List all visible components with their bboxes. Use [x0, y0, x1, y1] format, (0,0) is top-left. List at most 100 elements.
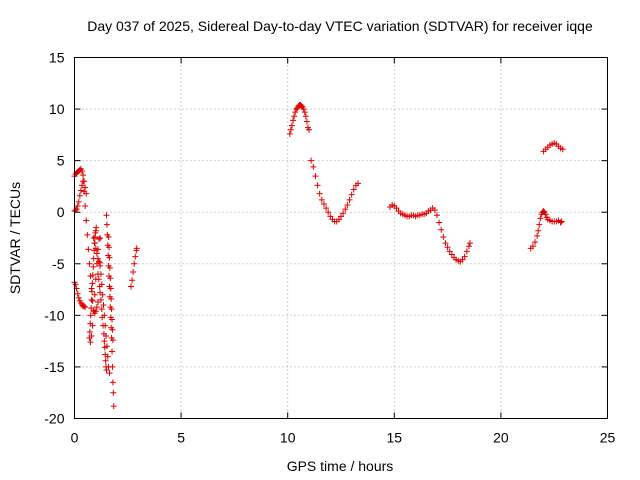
data-point-plus — [103, 367, 110, 374]
y-tick-label: 15 — [49, 50, 65, 66]
series-seg-early-3 — [71, 178, 101, 317]
x-tick-label: 15 — [387, 430, 403, 446]
data-point-plus — [465, 243, 472, 250]
data-point-plus — [106, 370, 113, 377]
data-point-plus — [93, 224, 100, 231]
data-point-plus — [130, 269, 137, 276]
data-point-plus — [88, 288, 95, 295]
data-point-plus — [438, 226, 445, 233]
data-point-plus — [459, 256, 466, 263]
y-tick-label: -15 — [44, 359, 64, 375]
data-point-plus — [466, 240, 473, 247]
data-point-plus — [106, 264, 113, 271]
data-point-plus — [85, 246, 92, 253]
data-point-plus — [90, 308, 97, 315]
data-point-plus — [107, 275, 114, 282]
data-point-plus — [393, 205, 400, 212]
data-point-plus — [540, 208, 547, 215]
data-point-plus — [292, 109, 299, 116]
data-point-plus — [335, 216, 342, 223]
x-tick-label: 0 — [71, 430, 79, 446]
data-point-plus — [308, 157, 315, 164]
data-point-plus — [108, 295, 115, 302]
data-point-plus — [109, 363, 116, 370]
data-point-plus — [306, 126, 313, 133]
data-point-plus — [87, 312, 94, 319]
data-point-plus — [286, 130, 293, 137]
data-point-plus — [314, 182, 321, 189]
data-point-plus — [109, 348, 116, 355]
data-point-plus — [301, 109, 308, 116]
y-tick-label: 0 — [57, 204, 65, 220]
data-point-plus — [355, 180, 362, 187]
data-point-plus — [93, 304, 100, 311]
data-point-plus — [444, 244, 451, 251]
data-point-plus — [298, 102, 305, 109]
data-point-plus — [342, 206, 349, 213]
data-point-plus — [300, 106, 307, 113]
data-point-plus — [75, 294, 82, 301]
data-point-plus — [89, 280, 96, 287]
data-point-plus — [103, 221, 110, 228]
series-seg-early-5 — [87, 235, 104, 346]
data-point-plus — [436, 219, 443, 226]
data-point-plus — [534, 232, 541, 239]
data-point-plus — [72, 281, 79, 288]
data-point-plus — [80, 178, 87, 185]
data-point-plus — [81, 188, 88, 195]
data-point-plus — [310, 163, 317, 170]
grid — [74, 57, 608, 419]
data-point-plus — [106, 254, 113, 261]
data-point-plus — [76, 192, 83, 199]
data-point-plus — [110, 403, 117, 410]
data-point-plus — [133, 245, 140, 252]
data-point-plus — [96, 236, 103, 243]
chart-title: Day 037 of 2025, Sidereal Day-to-day VTE… — [87, 18, 593, 34]
data-point-plus — [109, 316, 116, 323]
data-point-plus — [97, 271, 104, 278]
data-point-plus — [288, 122, 295, 129]
data-point-plus — [132, 253, 139, 260]
y-tick-label: -20 — [44, 411, 64, 427]
data-point-plus — [327, 213, 334, 220]
data-point-plus — [104, 353, 111, 360]
series-seg-early-10 — [105, 233, 116, 344]
data-point-plus — [102, 322, 109, 329]
data-point-plus — [75, 198, 82, 205]
data-point-plus — [536, 221, 543, 228]
data-point-plus — [431, 207, 438, 214]
y-tick-label: -10 — [44, 307, 64, 323]
data-point-plus — [82, 304, 89, 311]
data-point-plus — [99, 291, 106, 298]
series-seg-21h — [527, 208, 565, 252]
data-point-plus — [290, 117, 297, 124]
data-point-plus — [77, 187, 84, 194]
data-point-plus — [82, 203, 89, 210]
data-point-plus — [87, 339, 94, 346]
data-point-plus — [325, 209, 332, 216]
data-point-plus — [81, 303, 88, 310]
data-point-plus — [323, 205, 330, 212]
data-point-plus — [95, 276, 102, 283]
data-point-plus — [78, 167, 85, 174]
data-point-plus — [89, 272, 96, 279]
data-point-plus — [109, 326, 116, 333]
data-point-plus — [340, 210, 347, 217]
data-point-plus — [82, 184, 89, 191]
data-point-plus — [535, 227, 542, 234]
data-point-plus — [338, 213, 344, 220]
data-point-plus — [316, 190, 323, 197]
data-point-plus — [129, 277, 136, 284]
data-point-plus — [557, 219, 564, 226]
data-point-plus — [74, 290, 81, 297]
data-point-plus — [107, 285, 114, 292]
data-point-plus — [72, 207, 79, 214]
data-point-plus — [94, 255, 101, 262]
data-point-plus — [303, 118, 310, 125]
data-point-plus — [103, 332, 110, 339]
data-point-plus — [446, 248, 453, 255]
data-point-plus — [89, 297, 96, 304]
data-point-plus — [312, 173, 319, 180]
data-point-plus — [88, 332, 95, 339]
